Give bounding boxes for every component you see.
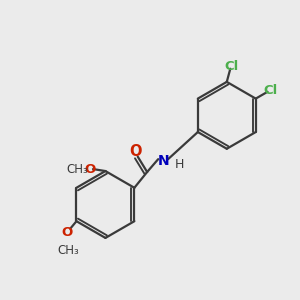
Text: Cl: Cl bbox=[264, 84, 278, 97]
Text: CH₃: CH₃ bbox=[57, 244, 79, 256]
Text: N: N bbox=[158, 154, 170, 168]
Text: Cl: Cl bbox=[224, 60, 238, 73]
Text: O: O bbox=[62, 226, 73, 238]
Text: O: O bbox=[84, 163, 95, 176]
Text: H: H bbox=[175, 158, 184, 171]
Text: O: O bbox=[129, 144, 142, 159]
Text: CH₃: CH₃ bbox=[66, 163, 88, 176]
